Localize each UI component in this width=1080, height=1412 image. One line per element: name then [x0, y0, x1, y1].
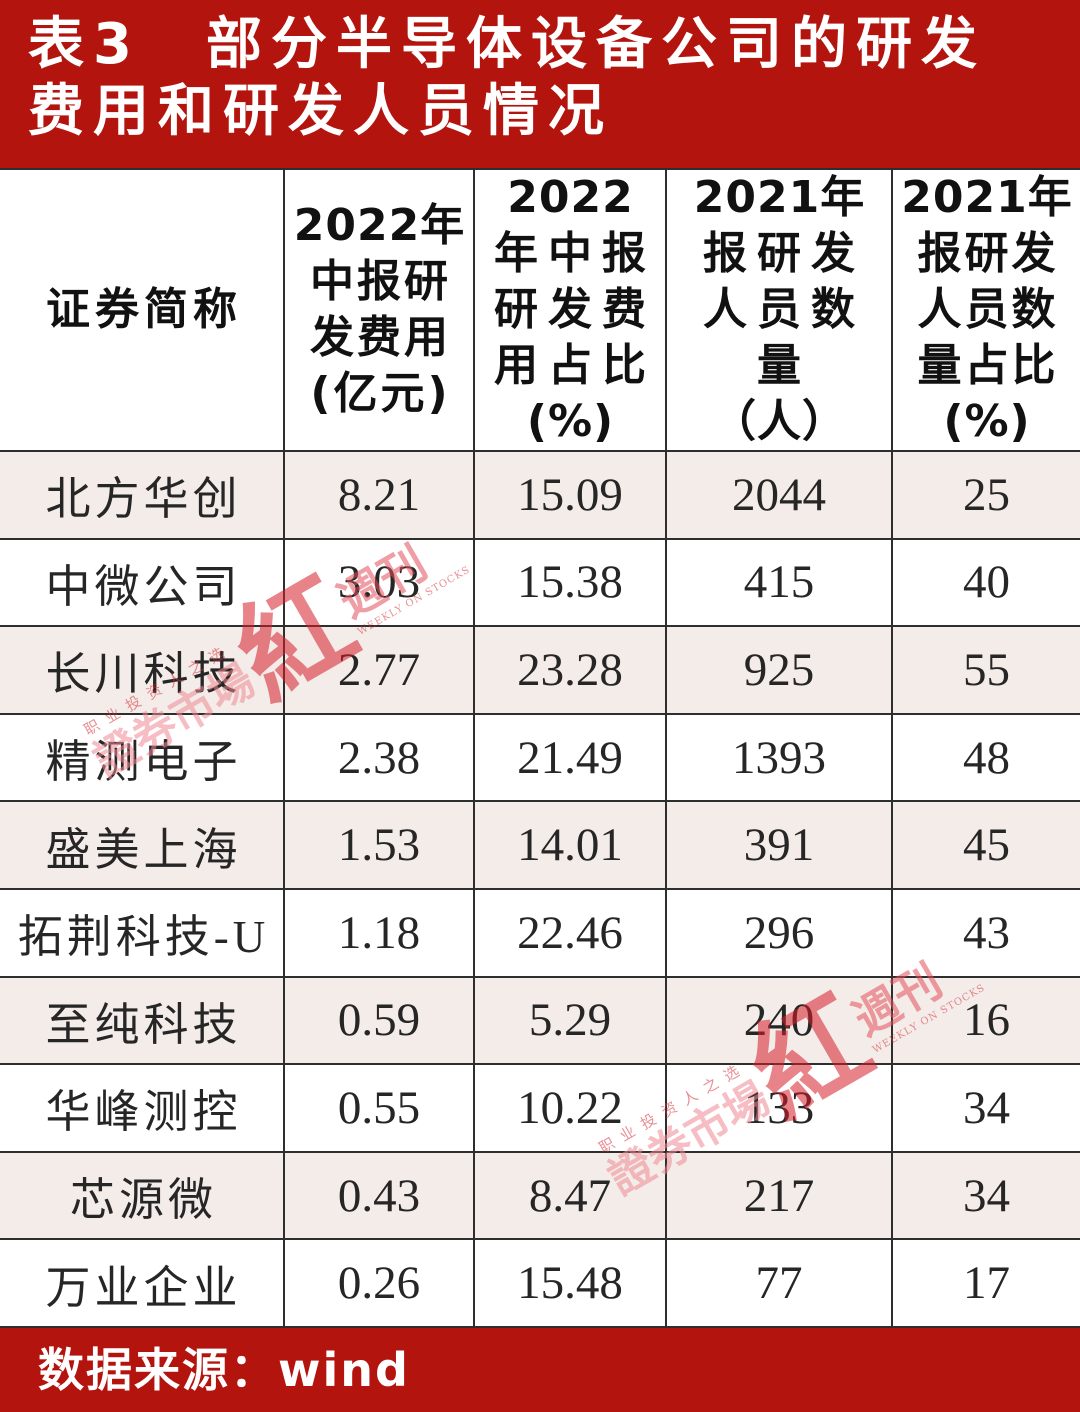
column-header-line: 2022年 [293, 200, 466, 251]
column-header-rd-staff-ratio: 2021年 报研发 人员数 量占比 (%) [893, 170, 1080, 452]
rd-expense-ratio-cell: 15.38 [475, 539, 667, 628]
rd-staff-count-cell: 133 [667, 1065, 893, 1153]
company-name-cell: 芯源微 [0, 1152, 285, 1241]
column-header-rd-expense-ratio: 2022 年中报 研发费 用占比 (%) [475, 170, 667, 452]
rd-staff-ratio-cell: 16 [893, 977, 1080, 1066]
rd-staff-ratio-cell: 34 [893, 1065, 1080, 1153]
rd-expense-cell: 0.59 [285, 977, 475, 1066]
rd-staff-ratio-cell: 55 [893, 627, 1080, 715]
rd-expense-cell: 2.77 [285, 627, 475, 715]
rd-expense-ratio-cell: 15.48 [475, 1240, 667, 1328]
column-header-line: 研发费 [494, 284, 656, 335]
company-name-cell: 华峰测控 [0, 1065, 285, 1153]
table-title-line: 费用和研发人员情况 [28, 79, 613, 144]
company-name-cell: 至纯科技 [0, 977, 285, 1066]
rd-expense-cell: 2.38 [285, 714, 475, 803]
rd-staff-ratio-cell: 48 [893, 714, 1080, 803]
column-header-line: (亿元) [310, 368, 451, 419]
column-header-line: 中报研 [310, 256, 451, 307]
column-header-line: 报研发 [703, 228, 865, 279]
table-title-line: 表3 部分半导体设备公司的研发 [28, 12, 986, 77]
rd-expense-cell: 1.53 [285, 802, 475, 890]
rd-expense-ratio-cell: 14.01 [475, 802, 667, 890]
rd-staff-ratio-cell: 34 [893, 1152, 1080, 1241]
data-table: 证券简称 2022年 中报研 发费用 (亿元) 2022 年中报 研发费 用占比… [0, 168, 1080, 1328]
column-header-line: (%) [526, 396, 615, 447]
company-name-cell: 万业企业 [0, 1240, 285, 1328]
company-name-cell: 拓荆科技-U [0, 889, 285, 978]
column-header-line: 人员数 [703, 284, 865, 335]
rd-expense-cell: 8.21 [285, 452, 475, 540]
rd-staff-ratio-cell: 17 [893, 1240, 1080, 1328]
company-name-cell: 长川科技 [0, 627, 285, 715]
column-header-line: 用占比 [494, 340, 656, 391]
rd-staff-count-cell: 77 [667, 1240, 893, 1328]
rd-staff-count-cell: 1393 [667, 714, 893, 803]
company-name-cell: 中微公司 [0, 539, 285, 628]
source-banner: 数据来源：wind [0, 1328, 1080, 1412]
data-source: 数据来源：wind [38, 1343, 410, 1397]
column-header-line: 2021年 [693, 172, 866, 223]
rd-expense-ratio-cell: 23.28 [475, 627, 667, 715]
column-header-line: 证券简称 [46, 284, 242, 335]
rd-staff-count-cell: 296 [667, 889, 893, 978]
column-header-line: 发费用 [310, 312, 451, 363]
title-banner: 表3 部分半导体设备公司的研发 费用和研发人员情况 [0, 0, 1080, 168]
column-header-line: 量 [757, 340, 811, 391]
rd-expense-ratio-cell: 8.47 [475, 1152, 667, 1241]
rd-expense-ratio-cell: 22.46 [475, 889, 667, 978]
column-header-line: 2021年 [901, 172, 1073, 223]
rd-staff-ratio-cell: 25 [893, 452, 1080, 540]
column-header-line: 报研发 [917, 228, 1059, 279]
rd-expense-ratio-cell: 21.49 [475, 714, 667, 803]
company-name-cell: 北方华创 [0, 452, 285, 540]
rd-staff-ratio-cell: 45 [893, 802, 1080, 890]
column-header-line: 量占比 [917, 340, 1059, 391]
rd-expense-ratio-cell: 10.22 [475, 1065, 667, 1153]
rd-staff-ratio-cell: 43 [893, 889, 1080, 978]
column-header-company: 证券简称 [0, 170, 285, 452]
rd-expense-ratio-cell: 5.29 [475, 977, 667, 1066]
rd-staff-count-cell: 2044 [667, 452, 893, 540]
rd-staff-count-cell: 391 [667, 802, 893, 890]
rd-expense-cell: 0.26 [285, 1240, 475, 1328]
rd-expense-cell: 0.55 [285, 1065, 475, 1153]
rd-staff-count-cell: 415 [667, 539, 893, 628]
column-header-line: （人） [712, 396, 847, 447]
rd-expense-cell: 1.18 [285, 889, 475, 978]
rd-staff-ratio-cell: 40 [893, 539, 1080, 628]
rd-expense-cell: 3.03 [285, 539, 475, 628]
company-name-cell: 盛美上海 [0, 802, 285, 890]
rd-expense-ratio-cell: 15.09 [475, 452, 667, 540]
column-header-line: 人员数 [917, 284, 1059, 335]
rd-staff-count-cell: 217 [667, 1152, 893, 1241]
column-header-rd-expense: 2022年 中报研 发费用 (亿元) [285, 170, 475, 452]
column-header-line: (%) [943, 396, 1031, 447]
column-header-line: 2022 [507, 172, 634, 223]
rd-expense-cell: 0.43 [285, 1152, 475, 1241]
column-header-rd-staff-count: 2021年 报研发 人员数 量 （人） [667, 170, 893, 452]
company-name-cell: 精测电子 [0, 714, 285, 803]
rd-staff-count-cell: 240 [667, 977, 893, 1066]
rd-staff-count-cell: 925 [667, 627, 893, 715]
column-header-line: 年中报 [494, 228, 656, 279]
